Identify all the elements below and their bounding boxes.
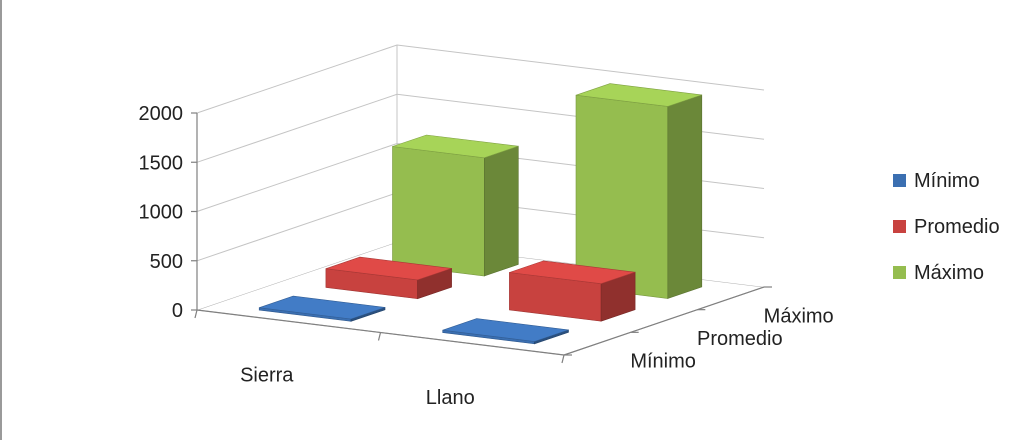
value-tick-label-500: 500 (150, 251, 183, 273)
bar-Mínimo-Llano (442, 318, 569, 345)
chart-labels: 0 500 1000 1500 2000 Sierra Llano MínimoPromedi… (139, 103, 834, 409)
value-tick-label-0: 0 (172, 300, 183, 322)
value-tick-label-1000: 1000 (139, 202, 184, 224)
bar-top-face (259, 295, 386, 320)
category-tick-0 (194, 309, 198, 319)
bar-top-face (509, 260, 636, 285)
bar-side-face (667, 94, 703, 299)
bar-Promedio-Llano (509, 260, 636, 322)
bar-side-face (483, 145, 519, 277)
bar-top-face (442, 318, 569, 342)
bar-front-face (392, 146, 485, 277)
legend-swatch-Mínimo (893, 174, 906, 187)
legend-label-Mínimo: Mínimo (914, 170, 980, 192)
chart-legend: Mínimo Promedio Máximo (893, 170, 1000, 284)
depth-axis-line (563, 286, 765, 356)
depth-label-Máximo: Máximo (764, 305, 834, 327)
depth-label-Mínimo: Mínimo (630, 351, 696, 373)
bar-Mínimo-Sierra (258, 295, 386, 322)
category-tick-2 (561, 354, 565, 364)
category-tick-1 (377, 332, 382, 341)
bar-top-face (325, 256, 452, 281)
value-tick-label-1500: 1500 (139, 152, 184, 174)
bar-Máximo-Sierra (392, 134, 519, 277)
bar-Promedio-Sierra (325, 256, 452, 300)
bar-top-face (392, 134, 519, 159)
legend-label-Promedio: Promedio (914, 216, 1000, 238)
chart-axes (191, 112, 772, 364)
value-tick-label-2000: 2000 (139, 103, 184, 125)
category-label-Llano: Llano (426, 387, 475, 409)
bar-Máximo-Llano (575, 83, 703, 299)
legend-swatch-Promedio (893, 220, 906, 233)
depth-label-Promedio: Promedio (697, 328, 783, 350)
legend-swatch-Máximo (893, 266, 906, 279)
legend-label-Máximo: Máximo (914, 262, 984, 284)
bar-top-face (575, 83, 702, 107)
category-label-Sierra: Sierra (240, 364, 294, 386)
chart-bars (258, 83, 703, 345)
